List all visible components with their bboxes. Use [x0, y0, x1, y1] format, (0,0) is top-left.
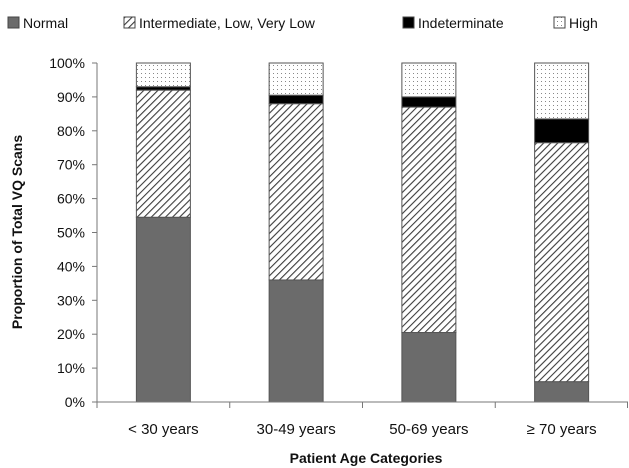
legend-label-normal: Normal [23, 15, 68, 31]
legend-label-indeterminate: Indeterminate [418, 15, 504, 31]
bar-segment-normal [534, 381, 590, 403]
legend-swatch-intermediate-low-very-low [123, 16, 136, 29]
y-tick-label: 60% [57, 191, 85, 207]
y-tick-label: 100% [49, 55, 85, 71]
bar-segment-high [534, 62, 590, 120]
y-tick-label: 90% [57, 89, 85, 105]
bar-segment-normal [401, 332, 457, 403]
x-axis-title: Patient Age Categories [290, 450, 443, 466]
bar-segment-intermediate-low-very-low [534, 142, 590, 383]
bar-segment-intermediate-low-very-low [268, 103, 324, 281]
bar-segment-high [268, 62, 324, 96]
legend-swatch-normal [7, 16, 20, 29]
x-category-label: < 30 years [128, 421, 198, 438]
legend-label-intermediate-low-very-low: Intermediate, Low, Very Low [139, 15, 316, 31]
x-category-label: 50-69 years [389, 421, 468, 438]
legend-label-high: High [569, 15, 598, 31]
bar-segment-normal [135, 216, 191, 403]
y-axis: 0% 10% 20% 30% 40% 50% 60% 70% 80% 90% 100% [49, 55, 98, 410]
legend-swatch-high [553, 16, 566, 29]
bar-segment-indeterminate [401, 96, 457, 108]
y-axis-title: Proportion of Total VQ Scans [9, 135, 25, 329]
y-tick-label: 0% [65, 394, 85, 410]
y-tick-label: 20% [57, 326, 85, 342]
x-axis: < 30 years 30-49 years 50-69 years ≥ 70 yea… [96, 401, 628, 438]
legend: Normal Intermediate, Low, Very Low Indeter… [7, 15, 598, 31]
legend-swatch-indeterminate [402, 16, 415, 29]
y-tick-label: 50% [57, 225, 85, 241]
bar-segment-intermediate-low-very-low [135, 89, 191, 218]
y-tick-label: 40% [57, 258, 85, 274]
bar-segment-high [135, 62, 191, 88]
x-category-label: 30-49 years [257, 421, 336, 438]
y-tick-label: 30% [57, 292, 85, 308]
bars [135, 62, 590, 403]
y-tick-label: 80% [57, 123, 85, 139]
y-tick-label: 10% [57, 360, 85, 376]
bar-segment-intermediate-low-very-low [401, 106, 457, 334]
bar-segment-indeterminate [534, 118, 590, 144]
bar-segment-normal [268, 279, 324, 403]
y-tick-label: 70% [57, 157, 85, 173]
bar-segment-indeterminate [135, 86, 191, 91]
bar-segment-high [401, 62, 457, 98]
x-category-label: ≥ 70 years [527, 421, 597, 438]
bar-segment-indeterminate [268, 94, 324, 105]
